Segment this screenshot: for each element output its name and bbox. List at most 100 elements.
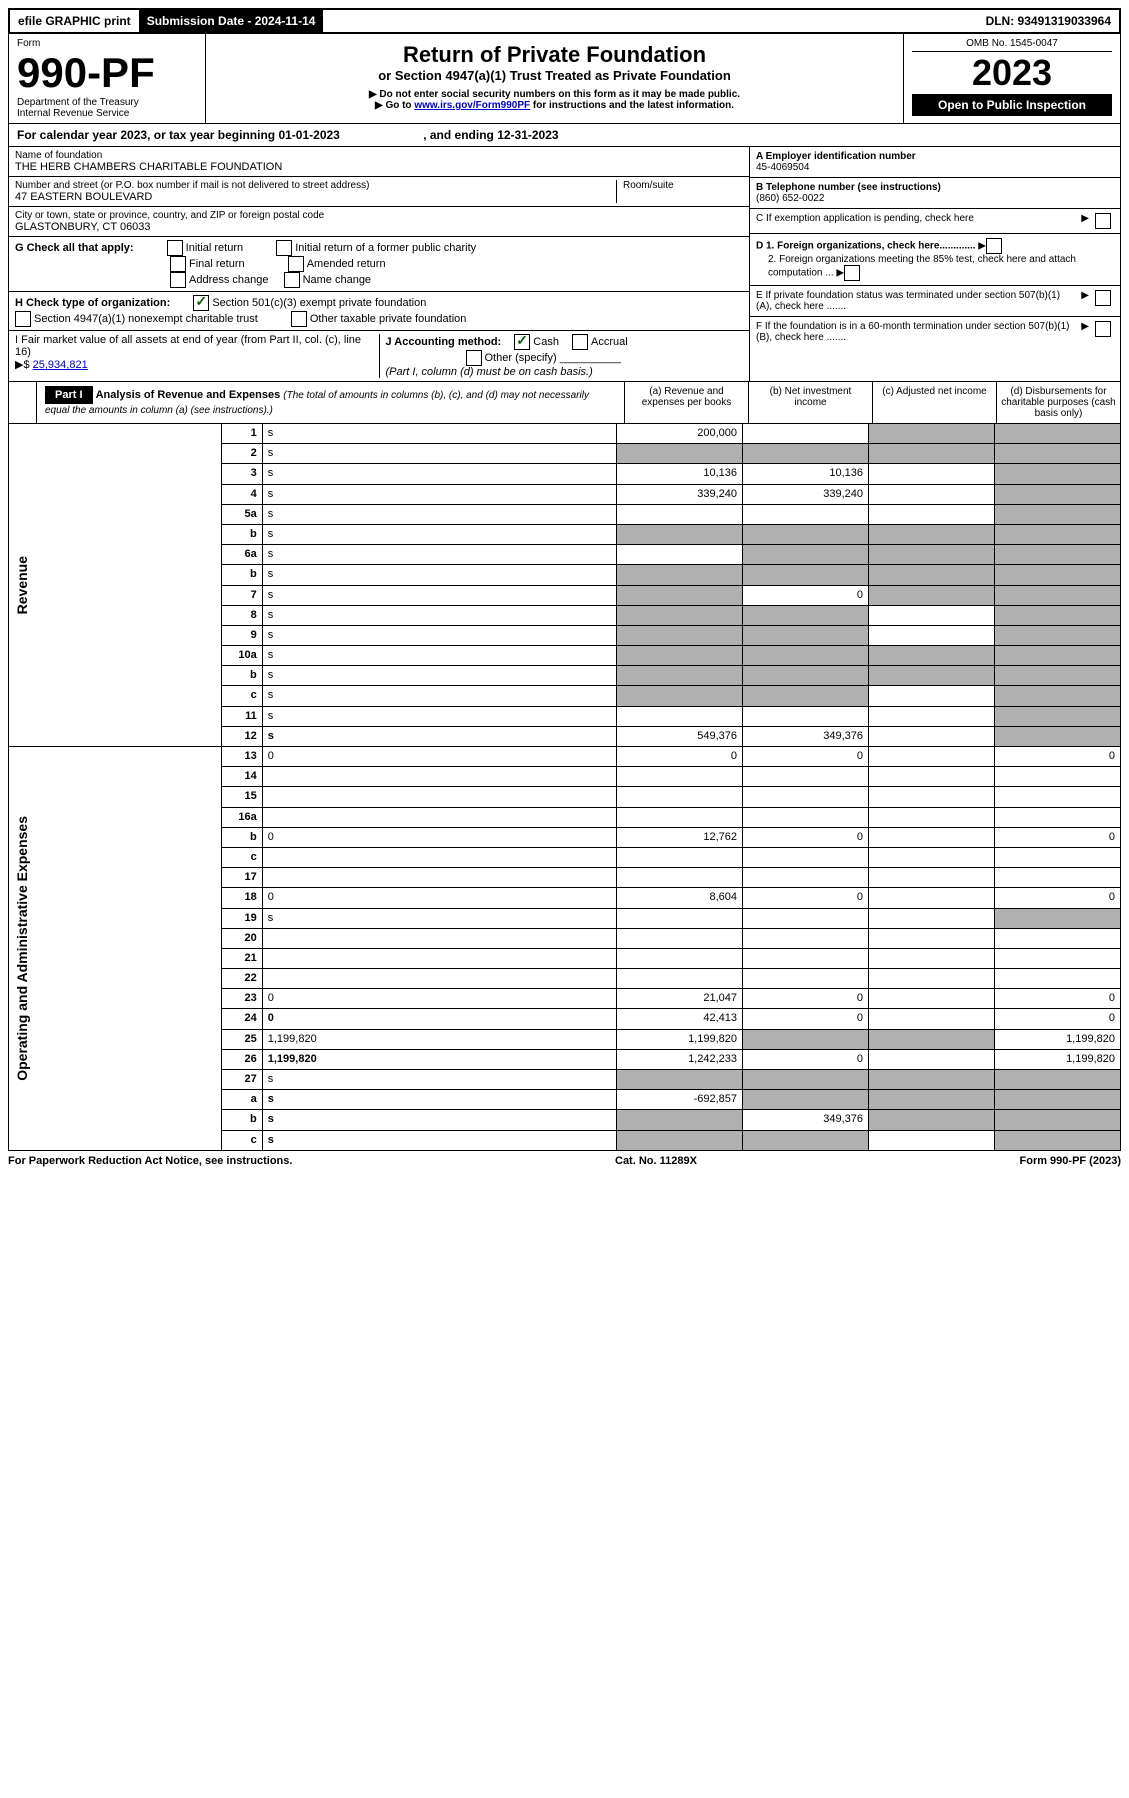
omb: OMB No. 1545-0047	[912, 38, 1112, 52]
cell-c	[869, 424, 995, 444]
cb-pending[interactable]	[1095, 213, 1111, 229]
cell-d: 0	[995, 989, 1121, 1009]
cell-d	[995, 908, 1121, 928]
line-desc	[262, 767, 616, 787]
cb-e[interactable]	[1095, 290, 1111, 306]
pending-label: C If exemption application is pending, c…	[756, 213, 1075, 224]
f-label: F If the foundation is in a 60-month ter…	[756, 321, 1075, 343]
line-desc	[262, 928, 616, 948]
cell-c	[869, 565, 995, 585]
line-desc: s	[262, 464, 616, 484]
cell-a	[617, 868, 743, 888]
fmv-link[interactable]: 25,934,821	[33, 359, 88, 371]
cell-c	[869, 989, 995, 1009]
cell-b: 0	[743, 989, 869, 1009]
line-desc: s	[262, 524, 616, 544]
line-desc: s	[262, 504, 616, 524]
cb-cash[interactable]	[514, 334, 530, 350]
cell-d	[995, 787, 1121, 807]
cell-a	[617, 565, 743, 585]
cell-c	[869, 827, 995, 847]
cell-b	[743, 706, 869, 726]
cell-d	[995, 565, 1121, 585]
cb-addr-change[interactable]	[170, 272, 186, 288]
cell-a	[617, 625, 743, 645]
foundation-name: THE HERB CHAMBERS CHARITABLE FOUNDATION	[15, 161, 743, 173]
line-number: 10a	[221, 646, 262, 666]
cell-d	[995, 847, 1121, 867]
cb-name-change[interactable]	[284, 272, 300, 288]
efile-label: efile GRAPHIC print	[10, 10, 139, 32]
cell-a	[617, 545, 743, 565]
note-ssn: ▶ Do not enter social security numbers o…	[214, 89, 895, 100]
line-desc: s	[262, 686, 616, 706]
cb-4947[interactable]	[15, 311, 31, 327]
cell-d	[995, 948, 1121, 968]
tax-year: 2023	[912, 52, 1112, 94]
cell-a	[617, 686, 743, 706]
part1-label: Part I	[45, 386, 93, 404]
cb-final[interactable]	[170, 256, 186, 272]
cb-other-method[interactable]	[466, 350, 482, 366]
dln: DLN: 93491319033964	[978, 10, 1119, 32]
cell-c	[869, 464, 995, 484]
line-desc	[262, 868, 616, 888]
line-number: a	[221, 1090, 262, 1110]
cell-b	[743, 1090, 869, 1110]
cell-b	[743, 928, 869, 948]
cell-d	[995, 424, 1121, 444]
name-label: Name of foundation	[15, 150, 743, 161]
cell-c	[869, 524, 995, 544]
cb-d1[interactable]	[986, 238, 1002, 254]
cell-a: 1,242,233	[617, 1049, 743, 1069]
line-desc	[262, 969, 616, 989]
cell-a	[617, 646, 743, 666]
cell-c	[869, 686, 995, 706]
line-number: 7	[221, 585, 262, 605]
col-b-head: (b) Net investment income	[748, 382, 872, 423]
line-desc: s	[262, 565, 616, 585]
cb-initial-former[interactable]	[276, 240, 292, 256]
cell-c	[869, 807, 995, 827]
cell-c	[869, 888, 995, 908]
cell-b	[743, 646, 869, 666]
line-desc: s	[262, 646, 616, 666]
cell-b: 0	[743, 888, 869, 908]
cell-c	[869, 484, 995, 504]
cell-c	[869, 605, 995, 625]
cell-c	[869, 646, 995, 666]
cell-d: 1,199,820	[995, 1049, 1121, 1069]
cell-c	[869, 787, 995, 807]
cb-501c3[interactable]	[193, 295, 209, 311]
form-title: Return of Private Foundation	[214, 42, 895, 68]
line-number: b	[221, 827, 262, 847]
cb-other-tax[interactable]	[291, 311, 307, 327]
line-number: 17	[221, 868, 262, 888]
street: 47 EASTERN BOULEVARD	[15, 191, 610, 203]
cell-b	[743, 686, 869, 706]
cb-d2[interactable]	[844, 265, 860, 281]
cell-c	[869, 847, 995, 867]
cell-d	[995, 686, 1121, 706]
line-number: 26	[221, 1049, 262, 1069]
cb-accrual[interactable]	[572, 334, 588, 350]
irs-link[interactable]: www.irs.gov/Form990PF	[414, 100, 530, 111]
line-number: 21	[221, 948, 262, 968]
footer-right: Form 990-PF (2023)	[1020, 1155, 1121, 1167]
cell-c	[869, 928, 995, 948]
line-number: 19	[221, 908, 262, 928]
cell-c	[869, 1009, 995, 1029]
cell-d	[995, 625, 1121, 645]
line-number: c	[221, 1130, 262, 1150]
cb-initial[interactable]	[167, 240, 183, 256]
cell-d	[995, 605, 1121, 625]
cb-f[interactable]	[1095, 321, 1111, 337]
cell-a	[617, 585, 743, 605]
line-desc: s	[262, 726, 616, 746]
cell-b: 0	[743, 585, 869, 605]
cell-b	[743, 787, 869, 807]
line-desc	[262, 948, 616, 968]
cell-b	[743, 807, 869, 827]
cb-amended[interactable]	[288, 256, 304, 272]
line-number: 18	[221, 888, 262, 908]
